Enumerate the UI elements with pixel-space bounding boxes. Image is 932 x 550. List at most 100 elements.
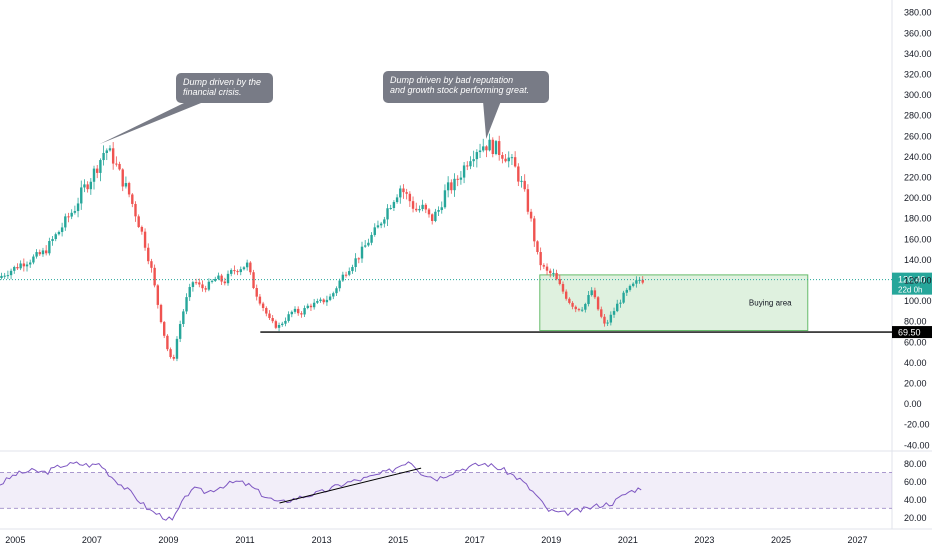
candle-body: [185, 297, 188, 312]
candle-body: [99, 160, 102, 173]
rsi-trendline: [279, 467, 422, 504]
candle-body: [175, 338, 179, 359]
candle-body: [233, 270, 236, 272]
candle-body: [115, 163, 118, 165]
candle-body: [443, 190, 447, 208]
callout-text: Dump driven by the: [183, 77, 261, 87]
rsi-band: [0, 472, 892, 509]
candle-body: [501, 155, 504, 159]
candle-body: [421, 204, 424, 210]
axes: -40.00 -20.00 0.00 20.00 40.00 60.00 80.00 100.…: [5, 8, 931, 545]
time-tick-label: 2015: [388, 535, 408, 545]
candle-body: [574, 306, 577, 310]
candle-body: [344, 274, 348, 276]
candle-body: [332, 293, 335, 297]
candle-body: [466, 165, 469, 167]
candle-body: [405, 192, 408, 194]
candle-body: [475, 152, 479, 160]
candle-body: [418, 209, 421, 211]
candle-body: [169, 349, 172, 357]
callout-box: [383, 71, 549, 103]
candle-body: [60, 227, 64, 232]
candle-body: [494, 141, 498, 155]
candle-body: [54, 234, 57, 240]
candle-body: [96, 168, 99, 173]
candle-body: [517, 166, 520, 182]
candle-body: [153, 267, 156, 286]
candle-body: [9, 270, 13, 276]
candle-body: [306, 305, 309, 309]
candle-body: [121, 169, 124, 187]
price-tick-label: 180.00: [904, 214, 932, 224]
candle-body: [229, 270, 233, 274]
candle-body: [92, 168, 96, 182]
candle-body: [462, 165, 466, 178]
candle-body: [220, 275, 223, 282]
candle-body: [478, 150, 482, 153]
candle-body: [584, 304, 587, 310]
candle-body: [354, 258, 357, 268]
candle-body: [143, 231, 147, 248]
candle-body: [370, 234, 373, 243]
candle-body: [504, 158, 507, 162]
candle-body: [83, 184, 86, 188]
candle-body: [600, 309, 603, 317]
candle-body: [453, 178, 456, 191]
candle-body: [51, 239, 54, 242]
candle-body: [64, 216, 67, 228]
candle-body: [44, 250, 48, 254]
candle-body: [641, 279, 644, 283]
candle-body: [351, 267, 354, 272]
candle-body: [22, 263, 26, 267]
candle-body: [450, 182, 453, 191]
candle-body: [140, 226, 144, 232]
candle-body: [545, 266, 549, 271]
candle-body: [392, 202, 396, 208]
callout-pointer: [483, 101, 501, 139]
price-tick-label: 60.00: [904, 337, 927, 347]
candle-body: [520, 180, 523, 182]
candle-body: [226, 273, 230, 284]
candle-body: [89, 181, 93, 190]
price-tick-label: 140.00: [904, 255, 932, 265]
candle-body: [293, 308, 297, 312]
candle-body: [555, 272, 558, 280]
candle-body: [124, 183, 128, 187]
candle-body: [446, 182, 450, 191]
candle-body: [552, 272, 555, 274]
candle-body: [38, 252, 41, 255]
candle-body: [207, 281, 211, 290]
candle-body: [19, 263, 22, 269]
support-label: 69.50: [898, 328, 921, 338]
time-tick-label: 2011: [235, 535, 254, 545]
candle-body: [118, 163, 121, 170]
candle-body: [360, 246, 364, 259]
price-tick-label: 300.00: [904, 90, 932, 100]
price-tick-label: 0.00: [904, 399, 922, 409]
candle-body: [399, 188, 402, 198]
callout-box: [176, 73, 273, 103]
candle-body: [616, 303, 619, 312]
candle-body: [16, 267, 19, 269]
candle-body: [383, 219, 386, 224]
candle-body: [590, 290, 593, 296]
candle-body: [513, 157, 517, 167]
candle-body: [606, 322, 609, 324]
candle-body: [402, 188, 405, 193]
candle-body: [239, 269, 242, 273]
candle-body: [210, 280, 214, 282]
candle-body: [242, 267, 246, 270]
candle-body: [25, 264, 29, 267]
candle-body: [558, 279, 561, 285]
candle-body: [341, 274, 345, 281]
price-tick-label: 220.00: [904, 173, 932, 183]
candle-body: [472, 159, 475, 162]
candle-body: [0, 275, 3, 278]
candle-body: [201, 284, 204, 289]
candle-body: [127, 183, 131, 195]
candle-body: [523, 180, 526, 190]
candle-body: [204, 288, 207, 290]
candle-body: [488, 139, 491, 151]
